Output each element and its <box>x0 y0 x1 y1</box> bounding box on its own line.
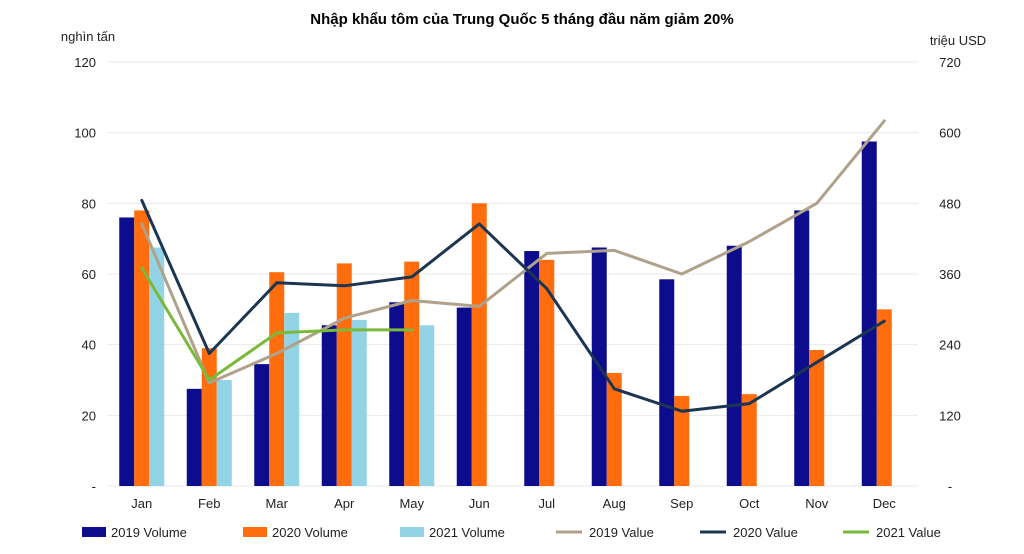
bar-2019-volume <box>794 210 810 486</box>
bar-2020-volume <box>876 309 892 486</box>
left-tick-label: 120 <box>74 55 96 70</box>
bar-2021-volume <box>149 247 165 486</box>
line-2020-value <box>140 198 886 413</box>
bar-2020-volume <box>674 395 690 486</box>
bar-2019-volume <box>119 217 135 486</box>
legend-swatch-2021-volume <box>400 527 424 537</box>
lines <box>140 119 886 413</box>
left-tick-label: - <box>92 479 96 494</box>
bar-2019-volume <box>659 279 675 486</box>
category-label: May <box>399 496 424 511</box>
right-axis-unit: triệu USD <box>930 33 986 48</box>
bar-2021-volume <box>216 380 232 486</box>
legend-swatch-2019-volume <box>82 527 106 537</box>
bar-2019-volume <box>186 388 202 486</box>
bar-2020-volume <box>269 272 285 486</box>
category-label: Nov <box>805 496 829 511</box>
right-tick-label: - <box>948 479 952 494</box>
line-2021-value <box>140 266 414 382</box>
legend-label-2020-value: 2020 Value <box>733 525 798 540</box>
legend: 2019 Volume 2020 Volume 2021 Volume 2019 Va… <box>82 525 941 540</box>
category-label: Oct <box>739 496 760 511</box>
category-label: Dec <box>873 496 897 511</box>
category-label: Feb <box>198 496 220 511</box>
gridlines <box>108 61 918 487</box>
line-2019-value <box>140 119 886 385</box>
left-axis-unit: nghìn tấn <box>61 29 115 44</box>
legend-label-2019-volume: 2019 Volume <box>111 525 187 540</box>
left-tick-label: 80 <box>82 196 96 211</box>
bar-2019-volume <box>524 251 540 486</box>
bar-2020-volume <box>471 203 487 487</box>
legend-label-2020-volume: 2020 Volume <box>272 525 348 540</box>
bar-2020-volume <box>809 349 825 486</box>
left-tick-label: 100 <box>74 126 96 141</box>
category-label: Apr <box>334 496 355 511</box>
bar-2019-volume <box>456 307 472 486</box>
category-label: Jan <box>131 496 152 511</box>
axis-ticks: - 20 40 60 80 100 120 - 120 240 360 480 600 720 Jan Feb… <box>74 55 961 511</box>
left-tick-label: 60 <box>82 267 96 282</box>
bar-2019-volume <box>389 302 405 486</box>
right-tick-label: 600 <box>939 126 961 141</box>
bar-2020-volume <box>134 210 150 486</box>
legend-label-2021-value: 2021 Value <box>876 525 941 540</box>
category-label: Jun <box>469 496 490 511</box>
category-label: Aug <box>603 496 626 511</box>
bar-2020-volume <box>336 263 352 486</box>
legend-swatch-2020-volume <box>243 527 267 537</box>
bar-2019-volume <box>861 141 877 486</box>
category-label: Jul <box>538 496 555 511</box>
legend-label-2021-volume: 2021 Volume <box>429 525 505 540</box>
bar-2021-volume <box>284 312 300 486</box>
bar-2020-volume <box>741 394 757 486</box>
bar-2020-volume <box>539 259 555 486</box>
left-tick-label: 20 <box>82 408 96 423</box>
right-tick-label: 720 <box>939 55 961 70</box>
bar-2020-volume <box>606 372 622 486</box>
right-tick-label: 360 <box>939 267 961 282</box>
bars <box>119 141 892 487</box>
right-tick-label: 120 <box>939 408 961 423</box>
category-label: Sep <box>670 496 693 511</box>
bar-2020-volume <box>404 261 420 486</box>
bar-2019-volume <box>254 364 270 486</box>
right-tick-label: 480 <box>939 196 961 211</box>
bar-2021-volume <box>351 319 367 486</box>
bar-2019-volume <box>321 325 337 486</box>
bar-2019-volume <box>726 245 742 486</box>
legend-label-2019-value: 2019 Value <box>589 525 654 540</box>
chart-title: Nhập khẩu tôm của Trung Quốc 5 tháng đầu… <box>310 11 733 28</box>
bar-2021-volume <box>419 325 435 486</box>
category-label: Mar <box>266 496 289 511</box>
left-tick-label: 40 <box>82 338 96 353</box>
right-tick-label: 240 <box>939 338 961 353</box>
